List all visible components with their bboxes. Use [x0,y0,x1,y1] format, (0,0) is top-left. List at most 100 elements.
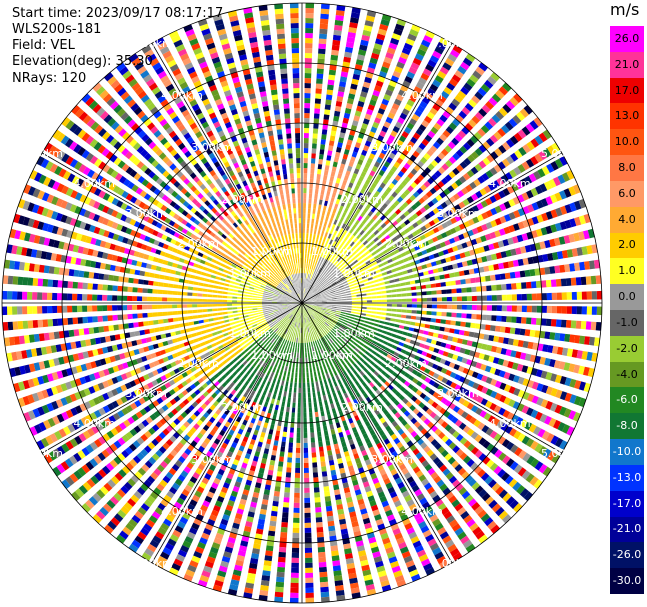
velocity-gate [343,175,349,182]
velocity-gate [295,467,300,473]
velocity-gate [370,52,380,60]
velocity-gate [395,217,402,224]
velocity-gate [549,359,556,368]
velocity-gate [420,225,427,232]
velocity-gate [578,231,585,241]
velocity-gate [314,292,320,296]
velocity-gate [364,76,372,84]
velocity-gate [553,176,561,187]
velocity-gate [209,338,215,343]
velocity-gate [318,38,327,45]
velocity-gate [318,288,323,292]
velocity-gate [403,189,411,196]
velocity-gate [498,144,507,154]
velocity-gate [386,299,392,302]
velocity-gate [326,362,330,368]
velocity-gate [406,241,413,248]
velocity-gate [462,198,470,206]
velocity-gate [330,403,335,409]
velocity-gate [354,184,360,191]
velocity-gate [349,234,355,241]
velocity-gate [384,280,390,285]
velocity-gate [397,183,405,191]
velocity-gate [306,228,309,234]
velocity-gate [431,290,437,295]
velocity-gate [489,134,499,144]
velocity-gate [591,306,597,315]
velocity-gate [561,306,567,314]
velocity-gate [285,381,289,387]
velocity-gate [501,315,507,322]
velocity-gate [283,502,290,508]
velocity-gate [412,253,419,259]
velocity-gate [410,181,418,189]
velocity-gate [334,494,342,501]
velocity-gate [420,170,428,178]
velocity-gate [470,322,476,329]
velocity-gate [341,261,347,266]
velocity-gate [268,365,273,372]
velocity-gate [356,256,363,262]
velocity-gate [320,144,326,150]
velocity-gate [349,247,355,253]
velocity-gate [511,294,517,301]
velocity-gate [332,34,341,41]
velocity-gate [428,269,434,275]
velocity-gate [401,298,407,302]
velocity-gate [421,298,427,302]
velocity-gate [352,268,358,273]
velocity-gate [552,252,559,261]
velocity-gate [406,158,414,166]
velocity-gate [484,121,494,131]
velocity-gate [593,337,600,347]
velocity-gate [391,313,397,317]
velocity-gate [307,278,310,284]
velocity-gate [583,366,590,376]
velocity-gate [486,305,492,311]
velocity-gate [500,348,507,355]
velocity-gate [331,192,337,198]
velocity-gate [510,350,517,358]
velocity-gate [471,341,478,348]
velocity-gate [580,276,587,285]
velocity-gate [304,342,307,348]
velocity-gate [272,378,277,384]
velocity-gate [363,25,373,32]
velocity-gate [352,244,358,250]
velocity-gate [526,281,532,289]
velocity-gate [327,515,334,522]
velocity-gate [290,341,294,347]
velocity-gate [367,263,373,269]
velocity-gate [516,282,522,290]
velocity-gate [271,450,277,456]
velocity-gate [365,289,371,293]
velocity-gate [419,257,426,263]
velocity-gate [319,220,323,226]
velocity-gate [335,278,341,283]
velocity-gate [317,229,321,236]
velocity-gate [302,258,304,263]
velocity-gate [260,431,266,438]
velocity-gate [405,338,411,343]
velocity-gate [390,165,398,173]
velocity-gate [399,213,406,220]
velocity-gate [418,77,427,85]
velocity-gate [361,297,367,300]
velocity-gate [493,164,502,173]
velocity-gate [457,130,467,139]
velocity-gate [388,231,395,238]
velocity-gate [332,301,337,303]
velocity-gate [305,33,313,39]
velocity-gate [325,404,330,411]
velocity-gate [400,222,407,229]
velocity-gate [305,8,314,14]
velocity-gate [391,304,397,307]
velocity-gate [451,74,461,83]
velocity-gate [310,432,315,438]
velocity-gate [476,314,482,320]
velocity-gate [562,172,570,182]
velocity-gate [350,289,356,292]
velocity-gate [310,228,313,234]
velocity-gate [327,275,332,280]
velocity-gate [303,417,307,423]
